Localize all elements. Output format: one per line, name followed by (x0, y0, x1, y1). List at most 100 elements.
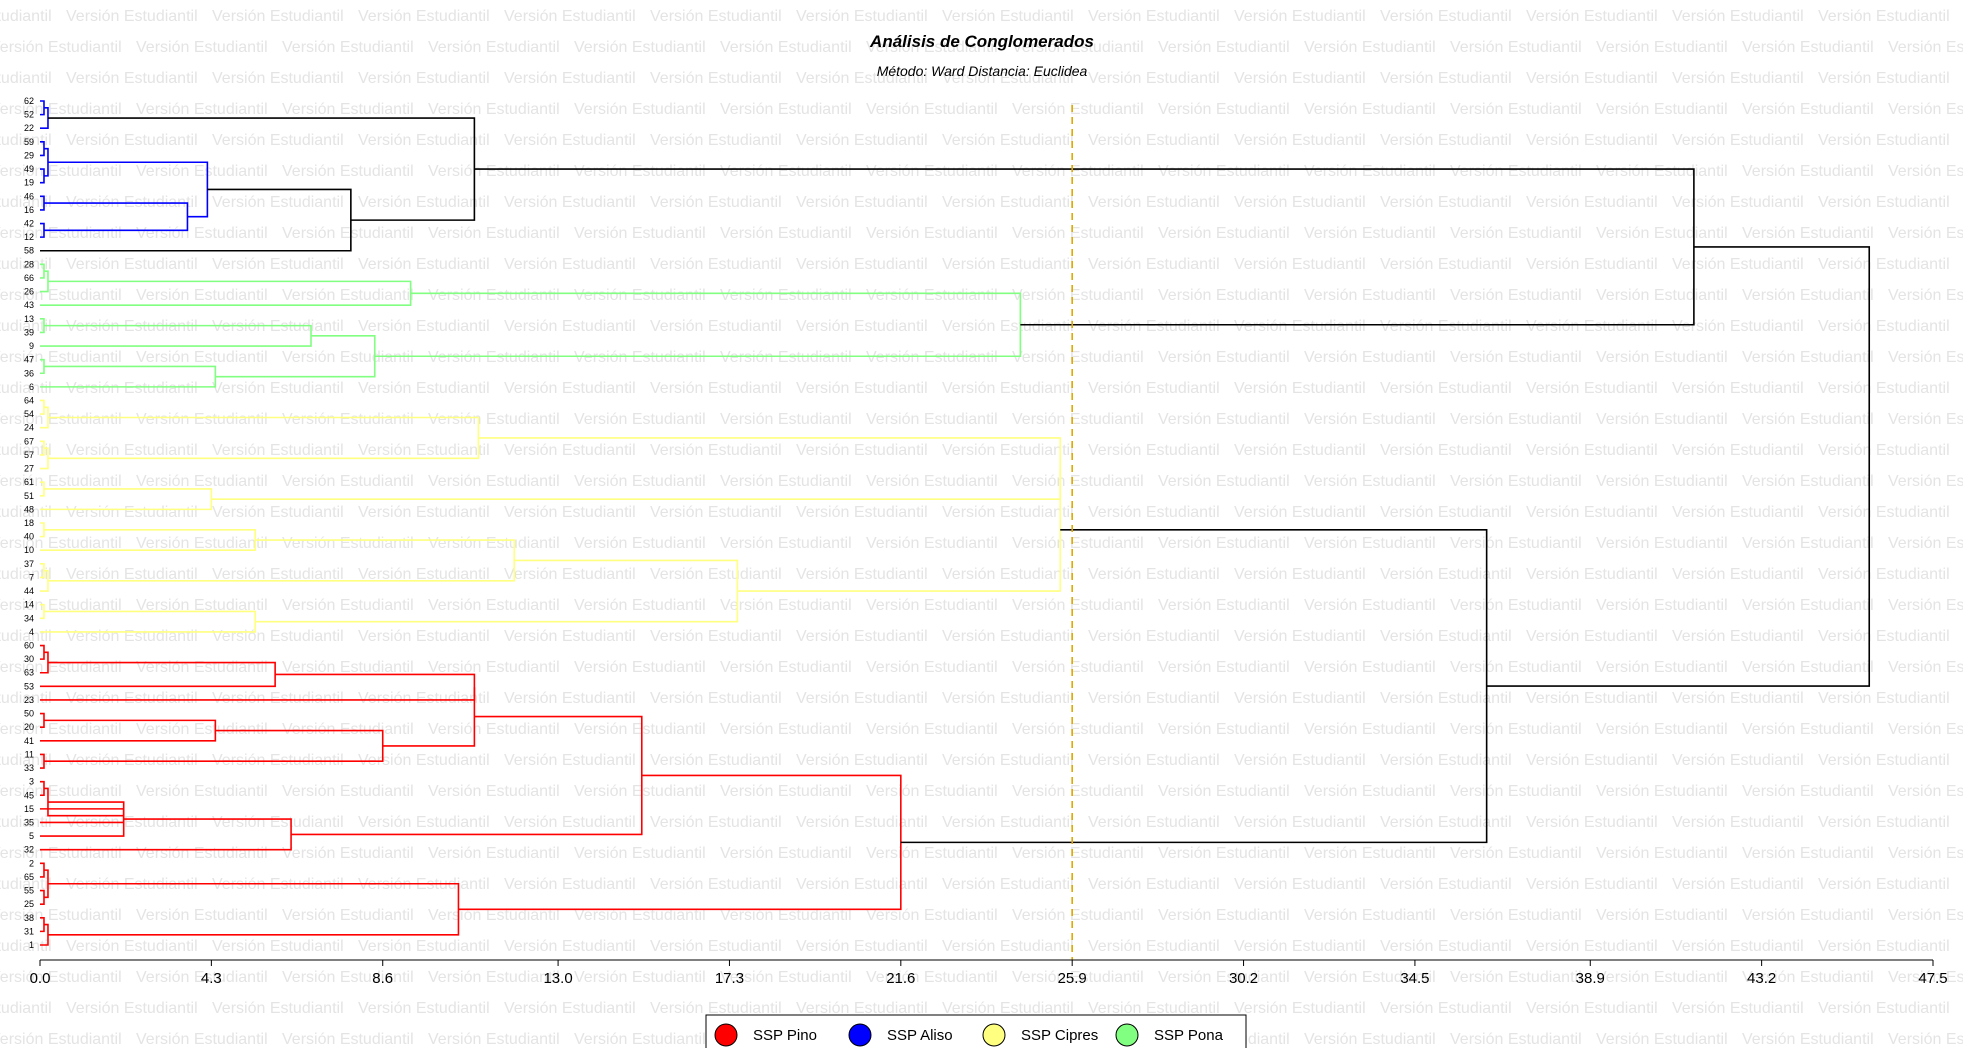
watermark-text: Versión Estudiantil (504, 194, 636, 211)
watermark-text: Versión Estudiantil (358, 752, 490, 769)
watermark-text: Versión Estudiantil (504, 1000, 636, 1017)
legend-label: SSP Pino (753, 1027, 817, 1044)
watermark-text: Versión Estudiantil (136, 845, 268, 862)
legend-swatch (848, 1023, 872, 1047)
dendrogram-link (40, 270, 49, 293)
watermark-text: Versión Estudiantil (1742, 287, 1874, 304)
watermark-text: Versión Estudiantil (1596, 535, 1728, 552)
watermark-text: Versión Estudiantil (574, 907, 706, 924)
dendrogram-link (40, 280, 412, 306)
watermark-text: Versión Estudiantil (212, 504, 344, 521)
watermark-text: Versión Estudiantil (504, 380, 636, 397)
leaf-label: 15 (24, 804, 34, 814)
watermark-text: Versión Estudiantil (1742, 225, 1874, 242)
watermark-text: Versión Estudiantil (358, 566, 490, 583)
watermark-text: Versión Estudiantil (66, 566, 198, 583)
watermark-text: Versión Estudiantil (1596, 349, 1728, 366)
watermark-text: Versión Estudiantil (1158, 411, 1290, 428)
watermark-text: Versión Estudiantil (796, 752, 928, 769)
watermark-text: Versión Estudiantil (1012, 783, 1144, 800)
dendrogram-link (47, 539, 516, 582)
watermark-text: Versión Estudiantil (1596, 721, 1728, 738)
watermark-text: Versión Estudiantil (1888, 473, 1963, 490)
watermark-text: Versión Estudiantil (282, 101, 414, 118)
watermark-text: Versión Estudiantil (1380, 194, 1512, 211)
watermark-text: Versión Estudiantil (358, 938, 490, 955)
watermark-text: Versión Estudiantil (0, 721, 122, 738)
watermark-text: Versión Estudiantil (136, 907, 268, 924)
watermark-text: Versión Estudiantil (796, 132, 928, 149)
watermark-text: Versión Estudiantil (358, 194, 490, 211)
watermark-text: Versión Estudiantil (136, 39, 268, 56)
x-tick-label: 30.2 (1229, 970, 1258, 987)
watermark-text: Versión Estudiantil (0, 690, 52, 707)
watermark-text: Versión Estudiantil (428, 287, 560, 304)
watermark-text: Versión Estudiantil (212, 194, 344, 211)
watermark-text: Versión Estudiantil (136, 535, 268, 552)
watermark-text: Versión Estudiantil (1596, 39, 1728, 56)
watermark-text: Versión Estudiantil (1088, 70, 1220, 87)
watermark-text: Versión Estudiantil (1818, 8, 1950, 25)
watermark-text: Versión Estudiantil (1158, 659, 1290, 676)
watermark-text: Versión Estudiantil (0, 39, 122, 56)
leaf-label: 10 (24, 545, 34, 555)
watermark-text: Versión Estudiantil (0, 535, 122, 552)
watermark-text: Versión Estudiantil (66, 814, 198, 831)
watermark-text: Versión Estudiantil (1672, 566, 1804, 583)
watermark-text: Versión Estudiantil (796, 380, 928, 397)
watermark-text: Versión Estudiantil (136, 969, 268, 986)
watermark-text: Versión Estudiantil (136, 473, 268, 490)
watermark-text: Versión Estudiantil (1818, 132, 1950, 149)
leaf-label: 34 (24, 613, 34, 623)
watermark-text: Versión Estudiantil (720, 101, 852, 118)
watermark-text: Versión Estudiantil (1818, 628, 1950, 645)
watermark-text: Versión Estudiantil (1888, 349, 1963, 366)
watermark-text: Versión Estudiantil (1012, 101, 1144, 118)
watermark-text: Versión Estudiantil (866, 411, 998, 428)
watermark-text: Versión Estudiantil (212, 318, 344, 335)
watermark-text: Versión Estudiantil (1526, 566, 1658, 583)
watermark-text: Versión Estudiantil (428, 721, 560, 738)
watermark-text: Versión Estudiantil (1380, 1000, 1512, 1017)
watermark-text: Versión Estudiantil (282, 721, 414, 738)
watermark-text: Versión Estudiantil (0, 876, 52, 893)
watermark-text: Versión Estudiantil (574, 163, 706, 180)
watermark-text: Versión Estudiantil (282, 597, 414, 614)
watermark-text: Versión Estudiantil (1380, 256, 1512, 273)
watermark-text: Versión Estudiantil (1234, 380, 1366, 397)
watermark-text: Versión Estudiantil (796, 938, 928, 955)
dendrogram-link (43, 787, 124, 817)
watermark-text: Versión Estudiantil (1088, 318, 1220, 335)
watermark-text: Versión Estudiantil (1234, 194, 1366, 211)
watermark-text: Versión Estudiantil (1526, 938, 1658, 955)
watermark-text: Versión Estudiantil (0, 628, 52, 645)
watermark-text: Versión Estudiantil (0, 256, 52, 273)
dendrogram-link (40, 406, 49, 429)
leaf-label: 16 (24, 205, 34, 215)
watermark-text: Versión Estudiantil (1088, 814, 1220, 831)
watermark-text: Versión Estudiantil (866, 39, 998, 56)
x-tick-label: 21.6 (886, 970, 915, 987)
watermark-text: Versión Estudiantil (650, 690, 782, 707)
watermark-text: Versión Estudiantil (1818, 814, 1950, 831)
watermark-text: Versión Estudiantil (66, 938, 198, 955)
leaf-label: 38 (24, 913, 34, 923)
watermark-text: Versión Estudiantil (1596, 473, 1728, 490)
watermark-text: Versión Estudiantil (1234, 690, 1366, 707)
watermark-text: Versión Estudiantil (1672, 132, 1804, 149)
leaf-label: 49 (24, 164, 34, 174)
watermark-text: Versión Estudiantil (0, 814, 52, 831)
watermark-text: Versión Estudiantil (212, 1000, 344, 1017)
watermark-text: Versión Estudiantil (66, 132, 198, 149)
watermark-text: Versión Estudiantil (650, 256, 782, 273)
watermark-text: Versión Estudiantil (574, 783, 706, 800)
watermark-text: Versión Estudiantil (66, 8, 198, 25)
watermark-text: Versión Estudiantil (1234, 876, 1366, 893)
x-tick-label: 17.3 (715, 970, 744, 987)
watermark-text: Versión Estudiantil (358, 132, 490, 149)
watermark-text: Versión Estudiantil (504, 938, 636, 955)
leaf-label: 30 (24, 654, 34, 664)
watermark-text: Versión Estudiantil (1672, 318, 1804, 335)
watermark-text: Versión Estudiantil (1672, 938, 1804, 955)
watermark-text: Versión Estudiantil (942, 194, 1074, 211)
